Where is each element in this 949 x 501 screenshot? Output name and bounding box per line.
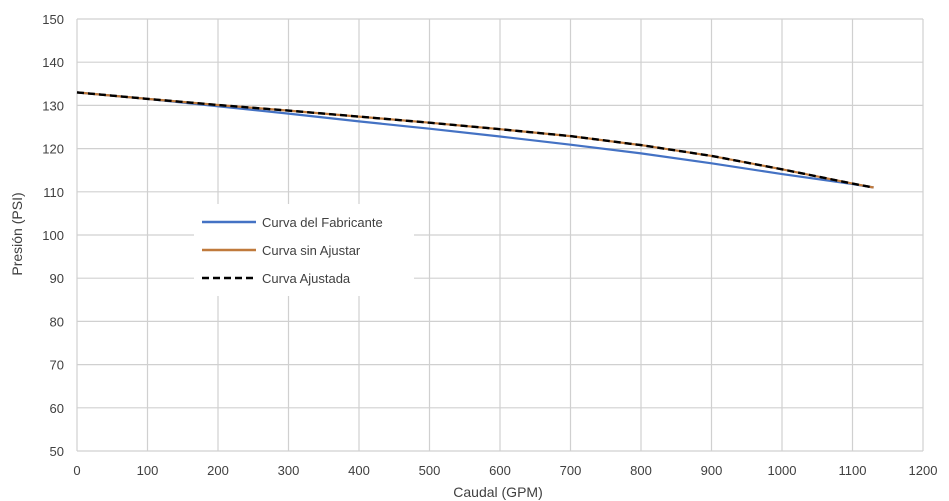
- tick-labels: 0 100 200 300 400 500 600 700 800 900 1000 1100 1200…: [42, 12, 937, 478]
- y-tick-label: 140: [42, 55, 64, 70]
- y-tick-label: 70: [50, 358, 64, 373]
- x-tick-label: 300: [278, 463, 300, 478]
- x-tick-label: 400: [348, 463, 370, 478]
- x-axis-title: Caudal (GPM): [453, 484, 542, 500]
- grid: [76, 18, 924, 452]
- series-line-curva-sin-ajustar: [76, 91, 874, 189]
- legend-label: Curva del Fabricante: [262, 215, 383, 230]
- y-tick-label: 50: [50, 444, 64, 459]
- x-tick-label: 600: [489, 463, 511, 478]
- series-line-curva-ajustada: [76, 91, 874, 189]
- y-tick-label: 130: [42, 98, 64, 113]
- x-tick-label: 700: [560, 463, 582, 478]
- y-tick-label: 150: [42, 12, 64, 27]
- y-tick-label: 90: [50, 271, 64, 286]
- y-tick-label: 110: [43, 185, 64, 200]
- legend-label: Curva sin Ajustar: [262, 243, 361, 258]
- x-tick-label: 900: [701, 463, 723, 478]
- legend-label: Curva Ajustada: [262, 271, 351, 286]
- x-tick-label: 0: [73, 463, 80, 478]
- series-line-curva-del-fabricante: [76, 91, 874, 189]
- x-tick-label: 800: [630, 463, 652, 478]
- legend: Curva del Fabricante Curva sin Ajustar Cur…: [194, 204, 414, 296]
- x-tick-label: 100: [137, 463, 159, 478]
- y-tick-label: 60: [50, 401, 64, 416]
- x-tick-label: 200: [207, 463, 229, 478]
- y-tick-label: 100: [42, 228, 64, 243]
- y-tick-label: 120: [42, 142, 64, 157]
- x-tick-label: 1200: [909, 463, 938, 478]
- x-tick-label: 500: [419, 463, 441, 478]
- y-axis-title: Presión (PSI): [9, 192, 25, 275]
- y-tick-label: 80: [50, 314, 64, 329]
- x-tick-label: 1100: [839, 463, 867, 478]
- x-tick-label: 1000: [768, 463, 797, 478]
- series-lines: [76, 91, 874, 189]
